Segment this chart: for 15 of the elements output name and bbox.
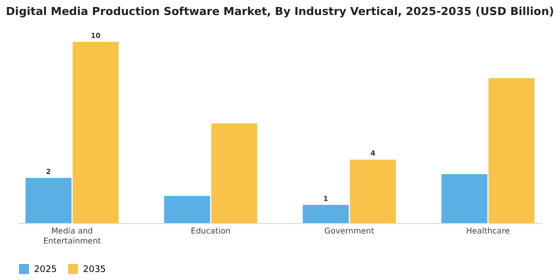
legend-label: 2025 [34, 265, 57, 275]
x-tick-label: Government [324, 226, 374, 236]
bar [164, 196, 210, 223]
bar [72, 42, 119, 223]
x-tick-label: Healthcare [466, 226, 510, 236]
x-tick-label: Education [190, 226, 231, 236]
bar [441, 174, 488, 223]
bar [25, 178, 72, 223]
legend-label: 2035 [83, 265, 106, 275]
bar [350, 160, 396, 223]
chart-title: Digital Media Production Software Market, By Industry Vertical, 2025-2035 (USD Billion) [6, 5, 554, 18]
bar [211, 123, 258, 223]
bar [302, 204, 349, 223]
bar [488, 78, 535, 223]
x-tick-label: Media and Entertainment [43, 226, 101, 246]
